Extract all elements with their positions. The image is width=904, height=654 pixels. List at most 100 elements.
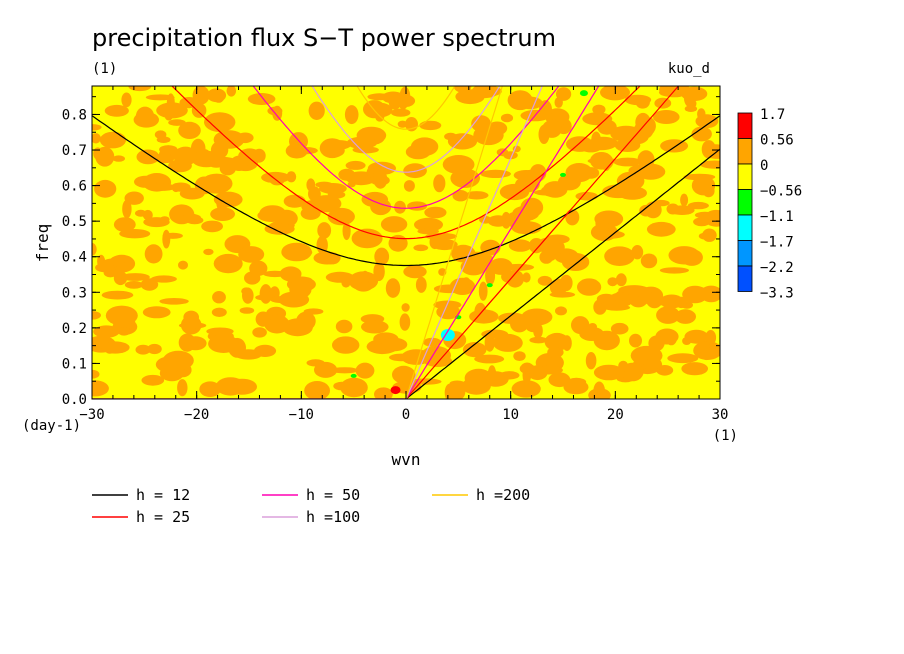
spectrum-patch [132, 273, 147, 281]
spectrum-patch [178, 322, 207, 329]
spectrum-patch [539, 100, 552, 119]
spectrum-patch [579, 326, 604, 341]
spectrum-patch [147, 343, 162, 355]
spectrum-patch [675, 296, 687, 309]
spectrum-patch [155, 153, 173, 164]
spectrum-patch [213, 253, 243, 274]
spectrum-patch [289, 280, 312, 299]
spectrum-patch [667, 353, 699, 364]
spectrum-patch [178, 121, 201, 139]
spectrum-patch [424, 206, 447, 219]
spectrum-patch [548, 372, 571, 388]
spectrum-spot [350, 373, 357, 378]
spectrum-patch [332, 336, 360, 354]
spectrum-patch [264, 223, 295, 235]
spectrum-patch [401, 349, 431, 365]
spectrum-patch [373, 262, 385, 282]
spectrum-patch [141, 374, 165, 386]
legend-label: h =200 [476, 486, 530, 504]
spectrum-patch [99, 131, 126, 149]
spectrum-patch [388, 93, 402, 110]
x-tick-label: −30 [79, 407, 104, 423]
spectrum-patch [528, 371, 544, 379]
colorbar-label: 0 [760, 158, 768, 174]
x-tick-label: 20 [607, 407, 624, 423]
spectrum-patch [543, 181, 568, 198]
spectrum-patch [613, 157, 642, 167]
spectrum-patch [192, 86, 210, 105]
colorbar-label: −1.7 [760, 235, 794, 251]
legend-label: h = 25 [136, 508, 190, 526]
spectrum-patch [596, 230, 625, 239]
spectrum-patch [173, 146, 198, 166]
spectrum-patch [646, 291, 663, 309]
spectrum-spot [560, 172, 566, 177]
spectrum-patch [500, 113, 514, 123]
spectrum-patch [391, 108, 411, 117]
spectrum-patch [286, 276, 313, 284]
spectrum-patch [697, 108, 706, 120]
spectrum-patch [397, 120, 408, 128]
spectrum-patch [142, 306, 171, 319]
spectrum-patch [419, 120, 442, 131]
spectrum-patch [213, 191, 243, 208]
spectrum-patch [481, 329, 509, 339]
y-tick-label: 0.3 [62, 285, 87, 301]
spectrum-patch [191, 150, 222, 168]
spectrum-patch [338, 168, 356, 181]
colorbar-label: −1.1 [760, 209, 794, 225]
spectrum-patch [643, 358, 660, 371]
colorbar-label: 0.56 [760, 133, 794, 149]
spectrum-patch [226, 86, 237, 97]
spectrum-patch [140, 278, 159, 291]
gravity-curve-h50 [252, 86, 560, 209]
spectrum-patch [520, 197, 544, 218]
spectrum-patch [105, 305, 138, 326]
spectrum-patch [145, 94, 175, 101]
spectrum-patch [242, 287, 254, 304]
spectrum-patch [423, 337, 442, 347]
gravity-curve-h200 [356, 86, 456, 130]
y-tick-label: 0.8 [62, 107, 87, 123]
kelvin-curve-h12 [92, 148, 720, 399]
spectrum-patch [618, 360, 629, 372]
legend-label: h =100 [306, 508, 360, 526]
spectrum-patch [510, 315, 529, 333]
colorbar-label: −3.3 [760, 286, 794, 302]
spectrum-patch [681, 362, 708, 376]
spectrum-patch [693, 217, 711, 227]
spectrum-patch [691, 126, 712, 142]
spectrum-patch [399, 313, 411, 331]
colorbar-swatch [737, 240, 753, 267]
legend-label: h = 50 [306, 486, 360, 504]
spectrum-patch [487, 215, 509, 227]
spectrum-patch [615, 273, 627, 287]
spectrum-patch [529, 336, 548, 344]
spectrum-patch [281, 242, 312, 262]
spectrum-patch [646, 221, 676, 237]
y-tick-label: 0.1 [62, 356, 87, 372]
y-axis: 0.0 0.1 0.2 0.3 0.4 0.5 0.6 0.7 0.8 [62, 96, 720, 408]
spectrum-patch [691, 175, 716, 196]
spectrum-patch [380, 216, 408, 233]
spectrum-patch [306, 178, 316, 192]
spectrum-patch [112, 155, 125, 162]
spectrum-patch [304, 381, 330, 399]
spectrum-patch [522, 311, 545, 320]
spectrum-patch [261, 171, 290, 184]
colorbar-swatch [737, 265, 753, 292]
spectrum-patch [505, 211, 531, 229]
spectrum-patch [511, 380, 541, 398]
y-tick-label: 0.0 [62, 392, 87, 408]
spectrum-patch [135, 344, 151, 355]
spectrum-patch [135, 106, 155, 126]
spectrum-patch [542, 119, 562, 138]
spectrum-patch [239, 307, 255, 314]
spectrum-patch [616, 171, 645, 191]
spectrum-patch [595, 214, 604, 232]
spectrum-patch [452, 190, 469, 202]
spectrum-patch [449, 277, 476, 295]
spectrum-patch [648, 335, 665, 352]
spectrum-patch [361, 320, 389, 334]
